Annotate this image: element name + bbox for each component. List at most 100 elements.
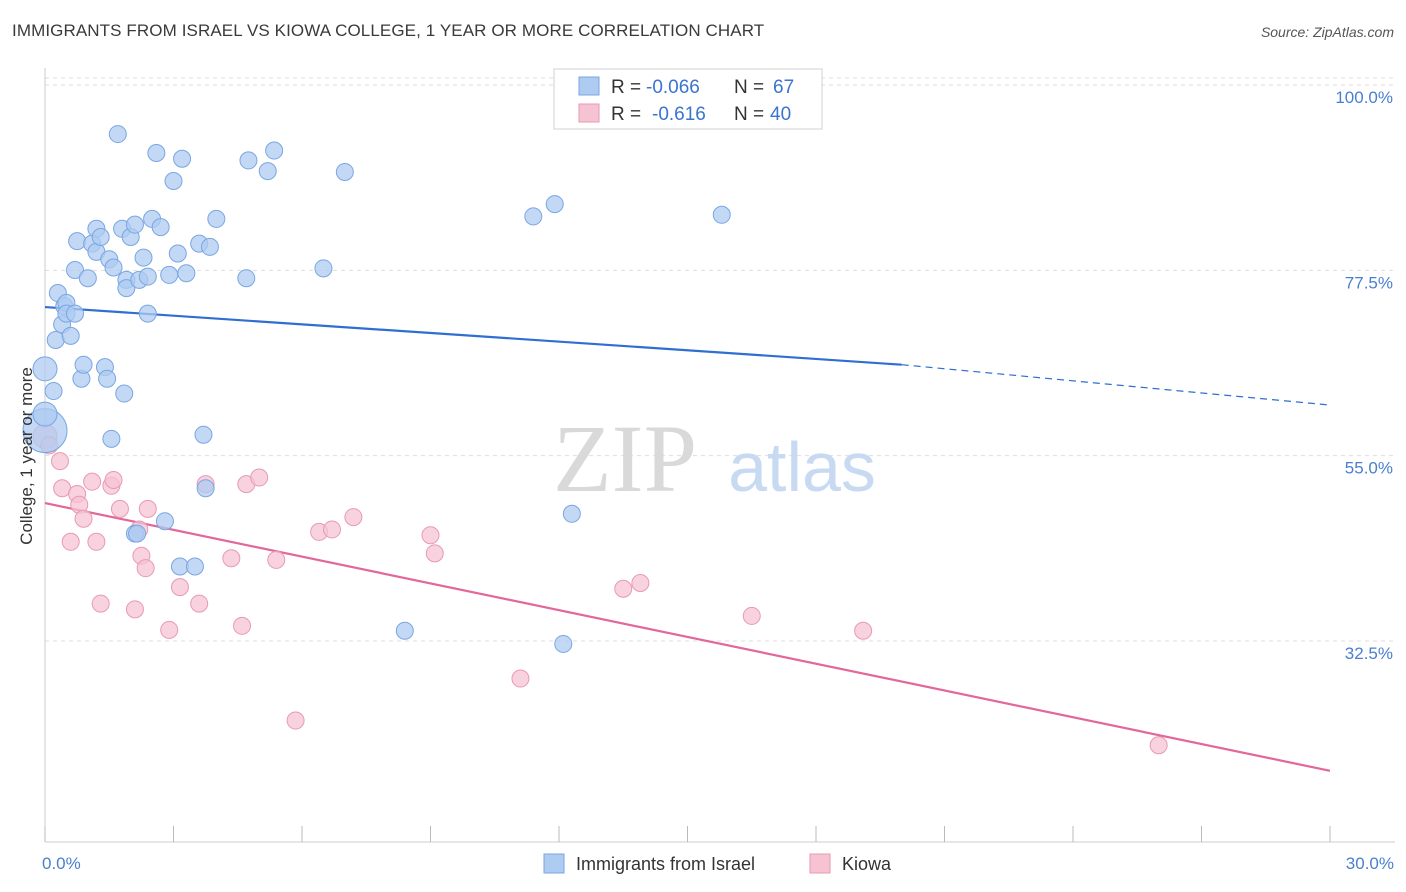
watermark-atlas: atlas [728, 428, 876, 506]
kiowa-point [511, 669, 530, 688]
legend-n-label-pink: N = [734, 104, 764, 125]
kiowa-point [61, 532, 80, 551]
kiowa-point [125, 600, 144, 619]
israel-point [108, 125, 127, 144]
kiowa-point [233, 616, 252, 635]
trend-line-immigrants-from-israel-extension [901, 364, 1331, 406]
israel-point [151, 218, 170, 237]
legend-r-label-pink: R = [611, 104, 641, 125]
kiowa-point [138, 499, 157, 518]
israel-point [65, 260, 84, 279]
bottom-legend-swatch-pink [809, 853, 831, 874]
israel-point [125, 215, 144, 234]
israel-point [207, 209, 226, 228]
kiowa-point [87, 532, 106, 551]
kiowa-point [286, 711, 305, 730]
kiowa-point [1149, 736, 1168, 755]
y-tick-label: 77.5% [1345, 273, 1393, 292]
kiowa-point [170, 578, 189, 597]
israel-point [98, 369, 117, 388]
israel-point [177, 264, 196, 283]
trend-line-immigrants-from-israel [44, 305, 902, 366]
legend-r-label-blue: R = [611, 77, 641, 98]
kiowa-point [742, 606, 761, 625]
israel-point [258, 162, 277, 181]
israel-point [138, 304, 157, 323]
kiowa-point [50, 452, 69, 471]
israel-point [239, 151, 258, 170]
x-tick-labels: 0.0% 30.0% [42, 854, 1394, 873]
israel-point [265, 141, 284, 160]
series-immigrants-from-israel [22, 125, 731, 653]
bottom-legend-swatch-blue [543, 853, 565, 874]
kiowa-point [344, 508, 363, 527]
kiowa-point [222, 549, 241, 568]
kiowa-point [267, 550, 286, 569]
israel-point [68, 232, 87, 251]
kiowa-point [91, 594, 110, 613]
israel-point [196, 479, 215, 498]
israel-point [74, 355, 93, 374]
israel-point [78, 269, 97, 288]
israel-point [335, 162, 354, 181]
trend-lines [44, 305, 1331, 772]
israel-point [147, 144, 166, 163]
kiowa-point [614, 579, 633, 598]
legend-n-value-pink: 40 [770, 104, 791, 125]
legend-r-value-blue: -0.066 [646, 77, 700, 98]
legend-n-value-blue: 67 [773, 77, 794, 98]
israel-point [170, 557, 189, 576]
israel-point [524, 207, 543, 226]
source-credit: Source: ZipAtlas.com [1260, 24, 1394, 40]
israel-point [314, 259, 333, 278]
bottom-legend-label-blue: Immigrants from Israel [576, 854, 755, 874]
israel-point [102, 429, 121, 448]
kiowa-point [74, 509, 93, 528]
israel-point [712, 205, 731, 224]
israel-point [395, 621, 414, 640]
watermark-zip: ZIP [553, 405, 697, 512]
israel-point [562, 504, 581, 523]
kiowa-point [53, 479, 72, 498]
legend-swatch-blue [578, 76, 600, 96]
israel-point [237, 269, 256, 288]
kiowa-point [250, 468, 269, 487]
x-tick-label: 0.0% [42, 854, 81, 873]
chart-title: IMMIGRANTS FROM ISRAEL VS KIOWA COLLEGE,… [12, 21, 765, 40]
israel-point [32, 401, 58, 427]
kiowa-point [190, 594, 209, 613]
kiowa-point [631, 573, 650, 592]
israel-point [185, 557, 204, 576]
israel-point [65, 304, 84, 323]
israel-point [200, 237, 219, 256]
israel-point [115, 384, 134, 403]
kiowa-point [854, 621, 873, 640]
kiowa-point [421, 526, 440, 545]
bottom-legend: Immigrants from Israel Kiowa [543, 853, 892, 874]
israel-point [91, 228, 110, 247]
y-tick-label: 55.0% [1345, 459, 1393, 478]
legend-r-value-pink: -0.616 [652, 104, 706, 125]
israel-point [138, 267, 157, 286]
israel-point [168, 244, 187, 263]
israel-point [134, 248, 153, 267]
bottom-legend-label-pink: Kiowa [842, 854, 892, 874]
y-tick-label: 100.0% [1335, 88, 1393, 107]
trend-line-kiowa [44, 502, 1331, 772]
watermark: ZIP atlas [553, 405, 876, 512]
israel-point [44, 382, 63, 401]
axes [44, 68, 1395, 843]
israel-point [173, 149, 192, 168]
israel-point [46, 330, 65, 349]
israel-point [554, 634, 573, 653]
israel-point [160, 265, 179, 284]
kiowa-point [110, 499, 129, 518]
kiowa-point [136, 559, 155, 578]
legend: R = -0.066 N = 67 R = -0.616 N = 40 [553, 68, 823, 130]
legend-swatch-pink [578, 103, 600, 123]
kiowa-point [83, 472, 102, 491]
israel-point [128, 524, 147, 543]
y-axis-title: College, 1 year or more [17, 367, 36, 545]
kiowa-point [104, 471, 123, 490]
